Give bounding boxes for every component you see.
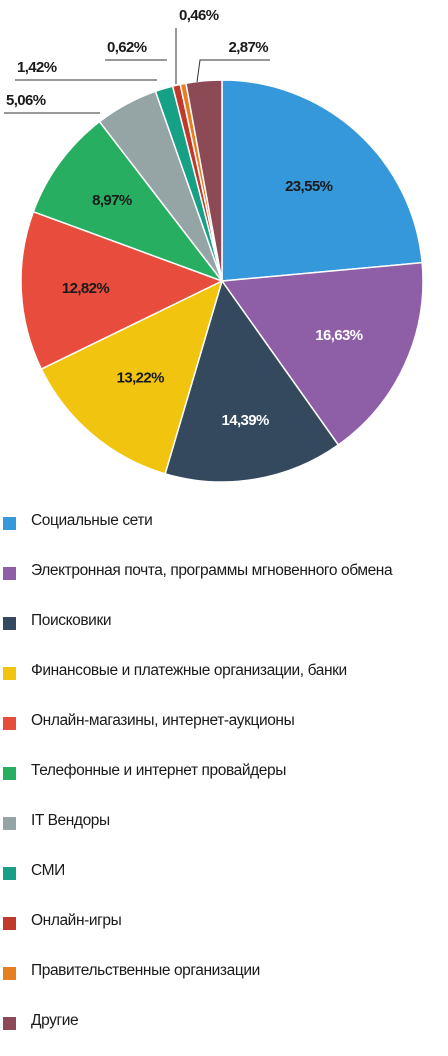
legend-item: Социальные сети <box>0 506 448 556</box>
legend-label: Электронная почта, программы мгновенного… <box>31 562 393 579</box>
leader-line-11 <box>196 59 270 83</box>
legend: Социальные сети Электронная почта, програ… <box>0 506 448 1056</box>
legend-item: Другие <box>0 1006 448 1056</box>
pie-slice-1 <box>221 79 423 282</box>
legend-swatch <box>3 1017 16 1030</box>
legend-swatch <box>3 817 16 830</box>
legend-label: Поисковики <box>31 612 112 629</box>
slice-label-9: 0,62% <box>107 39 147 56</box>
legend-swatch <box>3 867 16 880</box>
legend-swatch <box>3 967 16 980</box>
legend-item: IT Вендоры <box>0 806 448 856</box>
slice-label-1: 23,55% <box>285 178 333 195</box>
pie-slice-4 <box>40 279 224 475</box>
legend-item: Финансовые и платежные организации, банк… <box>0 656 448 706</box>
slice-label-3: 14,39% <box>222 412 270 429</box>
legend-item: Онлайн-игры <box>0 906 448 956</box>
legend-swatch <box>3 517 16 530</box>
slice-label-2: 16,63% <box>315 327 363 344</box>
pie-slice-3 <box>164 279 340 483</box>
legend-label: СМИ <box>31 862 65 879</box>
pie-slice-11 <box>185 79 223 282</box>
pie-slice-6 <box>32 120 225 283</box>
legend-item: Электронная почта, программы мгновенного… <box>0 556 448 606</box>
slice-label-6: 8,97% <box>92 192 132 209</box>
slice-label-4: 13,22% <box>117 370 165 387</box>
pie-chart-area: 23,55% 16,63% 14,39% 13,22% 12,82% 8,97% 5,06%… <box>0 0 448 495</box>
legend-label: Онлайн-магазины, интернет-аукционы <box>31 712 295 729</box>
legend-item: Телефонные и интернет провайдеры <box>0 756 448 806</box>
pie-slice-2 <box>220 261 424 446</box>
legend-item: Онлайн-магазины, интернет-аукционы <box>0 706 448 756</box>
legend-item: Поисковики <box>0 606 448 656</box>
slice-label-11: 2,87% <box>228 39 268 56</box>
legend-swatch <box>3 667 16 680</box>
legend-swatch <box>3 717 16 730</box>
slice-label-10: 0,46% <box>179 7 219 24</box>
legend-label: IT Вендоры <box>31 812 110 829</box>
slice-label-7: 5,06% <box>6 92 46 109</box>
legend-label: Правительственные организации <box>31 962 260 979</box>
legend-swatch <box>3 617 16 630</box>
legend-swatch <box>3 767 16 780</box>
legend-swatch <box>3 567 16 580</box>
slice-label-8: 1,42% <box>17 59 57 76</box>
pie-chart: 23,55% 16,63% 14,39% 13,22% 12,82% 8,97% 5,06%… <box>4 7 424 483</box>
legend-label: Другие <box>31 1012 79 1029</box>
legend-swatch <box>3 917 16 930</box>
slice-label-5: 12,82% <box>62 280 110 297</box>
pie-slice-5 <box>20 210 224 371</box>
legend-item: СМИ <box>0 856 448 906</box>
legend-label: Финансовые и платежные организации, банк… <box>31 662 347 679</box>
legend-label: Телефонные и интернет провайдеры <box>31 762 286 779</box>
legend-label: Социальные сети <box>31 512 153 529</box>
legend-item: Правительственные организации <box>0 956 448 1006</box>
legend-label: Онлайн-игры <box>31 912 122 929</box>
